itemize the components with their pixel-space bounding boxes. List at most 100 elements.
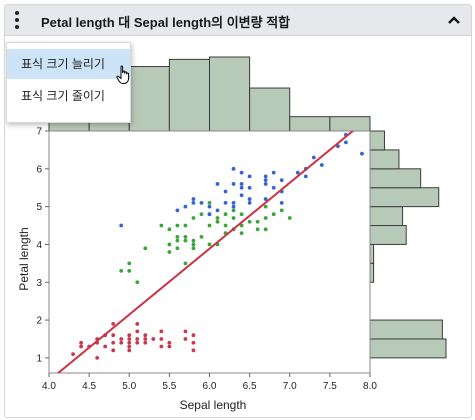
x-tick-label: 8.0 (363, 381, 377, 392)
data-point (175, 238, 180, 243)
data-point (231, 182, 236, 186)
data-point (151, 337, 156, 341)
y-tick-label: 7 (36, 127, 42, 138)
data-point (183, 223, 188, 228)
data-point (135, 337, 140, 341)
fit-line (56, 131, 355, 373)
data-point (191, 200, 196, 205)
data-point (207, 212, 212, 217)
top-histogram-bar (128, 66, 170, 132)
data-point (167, 227, 172, 232)
x-tick-label: 4.0 (42, 381, 56, 392)
data-point (183, 234, 188, 239)
data-point (207, 242, 212, 247)
decrease-marker-size-item[interactable]: 표식 크기 줄이기 (21, 89, 105, 103)
data-point (119, 269, 124, 273)
data-point (175, 246, 180, 251)
data-point (143, 333, 148, 338)
y-axis-ticks: 1 2 3 4 5 6 7 (36, 127, 49, 364)
right-histogram-bar (369, 130, 385, 151)
data-point (215, 182, 220, 186)
data-point (247, 174, 252, 179)
data-point (183, 204, 188, 209)
y-tick-label: 5 (36, 202, 42, 213)
data-point (263, 197, 268, 201)
data-point (191, 348, 196, 353)
data-point (127, 269, 132, 273)
data-point (159, 337, 164, 341)
data-point (191, 216, 196, 220)
data-point (183, 238, 188, 243)
right-histogram-bar (369, 338, 447, 359)
data-point (271, 170, 276, 175)
y-tick-label: 6 (36, 164, 42, 175)
data-point (167, 242, 172, 247)
data-point (263, 227, 268, 232)
data-point (239, 212, 244, 217)
data-point (111, 340, 116, 345)
right-histogram-bar (369, 319, 443, 340)
data-point (135, 321, 140, 326)
right-histogram-bar (369, 225, 407, 245)
data-point (111, 348, 116, 353)
data-point (231, 200, 236, 205)
data-point (135, 280, 140, 285)
data-point (159, 223, 164, 228)
data-point (191, 246, 196, 251)
data-point (119, 340, 124, 345)
y-axis-label: Petal length (17, 227, 31, 290)
bivariate-plot: 4.0 4.5 5.0 5.5 6.0 6.5 7.0 7.5 8.0 1 2 3 4 5 6 7 Sepa… (17, 56, 447, 412)
panel-title: Petal length 대 Sepal length의 이변량 적합 (41, 15, 291, 30)
y-tick-label: 2 (36, 316, 42, 327)
top-histogram-bar (209, 56, 251, 132)
data-point (127, 348, 132, 353)
data-point (263, 178, 268, 183)
data-point (143, 340, 148, 345)
data-point (279, 200, 284, 205)
top-histogram-bar (168, 58, 210, 132)
right-histogram-bar (369, 243, 375, 264)
data-point (239, 193, 244, 198)
data-point (239, 223, 244, 228)
increase-marker-size-item[interactable]: 표식 크기 늘리기 (7, 49, 130, 79)
data-point (239, 185, 244, 190)
data-point (223, 223, 228, 228)
x-tick-label: 7.5 (323, 381, 337, 392)
data-point (135, 329, 140, 334)
data-point (247, 197, 252, 201)
x-axis-ticks: 4.0 4.5 5.0 5.5 6.0 6.5 7.0 7.5 8.0 (42, 373, 377, 392)
data-point (239, 170, 244, 175)
data-point (79, 344, 83, 349)
data-point (191, 242, 196, 247)
data-point (127, 337, 132, 341)
data-point (119, 337, 124, 341)
kebab-icon[interactable] (10, 11, 24, 29)
data-point (95, 355, 100, 360)
data-point (223, 200, 228, 205)
data-point (199, 212, 204, 217)
data-point (207, 204, 212, 209)
data-point (199, 234, 204, 239)
data-point (135, 340, 140, 345)
data-point (167, 344, 172, 349)
data-point (287, 216, 292, 220)
data-point (111, 333, 116, 338)
right-histogram-bar (369, 206, 404, 227)
data-point (167, 250, 172, 254)
x-tick-label: 6.0 (203, 381, 217, 392)
chevron-up-icon[interactable] (447, 13, 461, 27)
plot-frame (48, 130, 371, 374)
top-histogram-bar (249, 87, 291, 132)
data-point (263, 216, 268, 220)
data-point (223, 212, 228, 217)
data-point (175, 234, 180, 239)
data-point (127, 261, 132, 266)
data-point (263, 174, 268, 179)
data-point (103, 344, 108, 349)
data-point (279, 208, 284, 213)
data-point (271, 185, 276, 190)
data-point (111, 321, 116, 326)
data-point (143, 337, 148, 341)
data-point (263, 182, 268, 186)
x-tick-label: 6.5 (243, 381, 257, 392)
